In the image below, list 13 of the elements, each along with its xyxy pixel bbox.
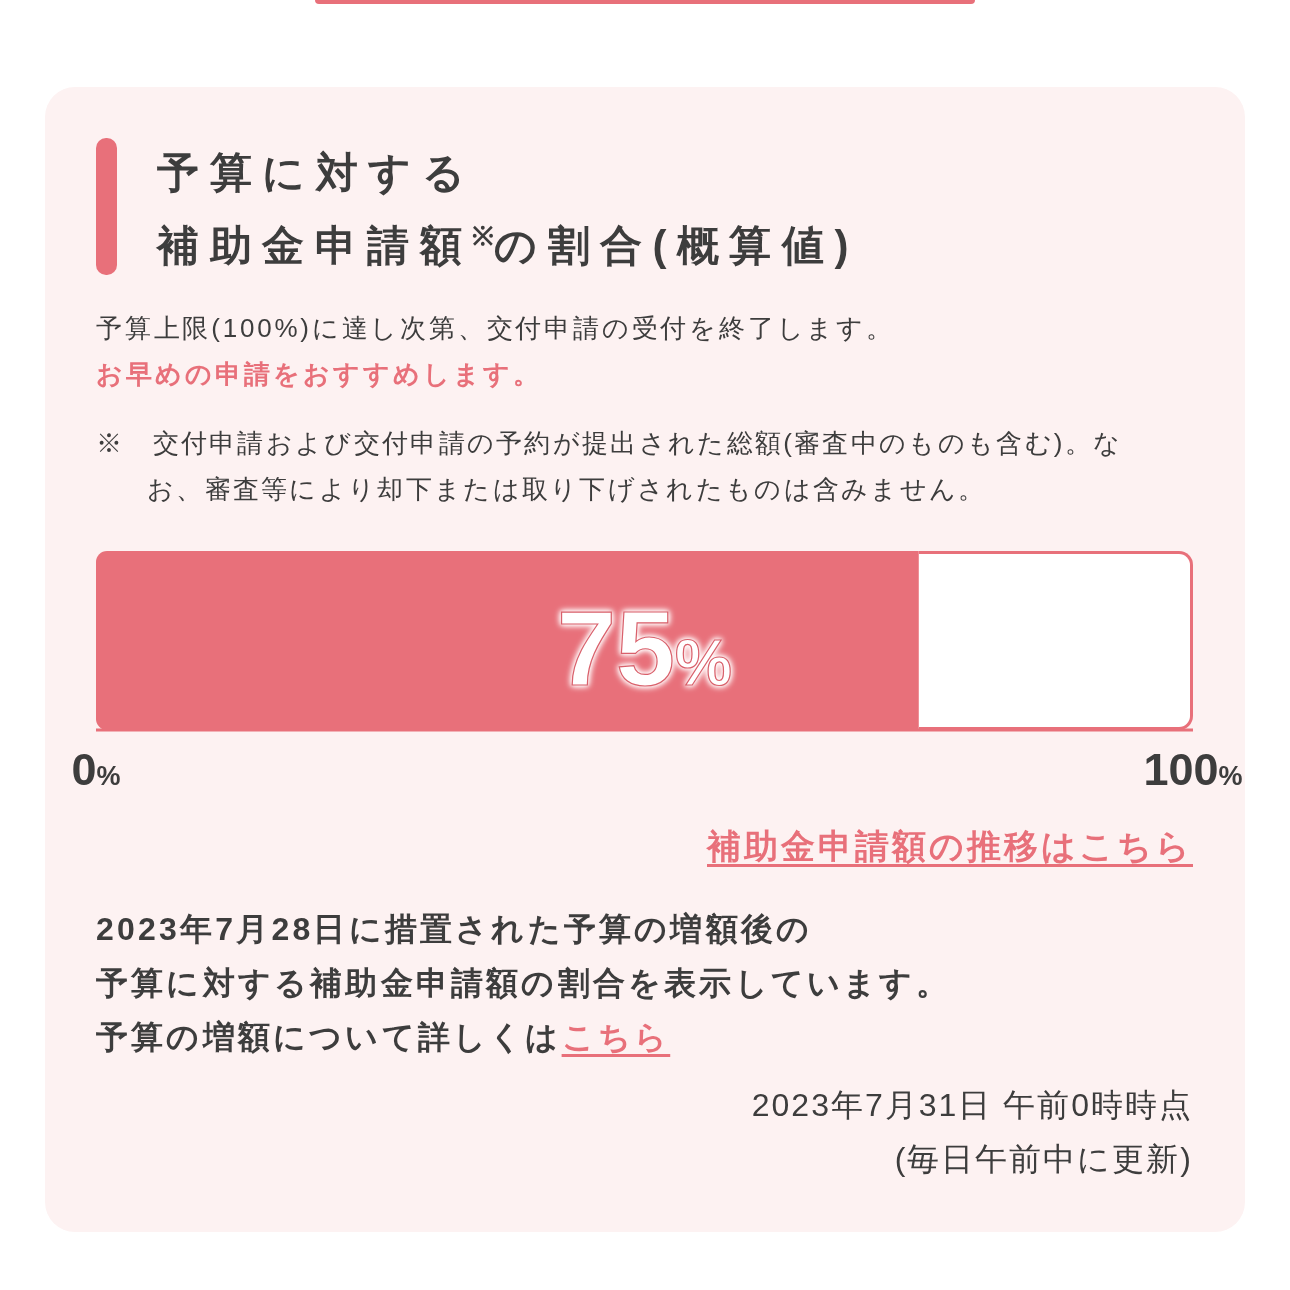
chart-subtitle: 予算上限(100%)に達し次第、交付申請の受付を終了します。 [96, 312, 896, 345]
text: 2023年7月28日に措置された予算の増額後の [96, 910, 814, 949]
text: 予算の増額について詳しくは [96, 1019, 562, 1055]
x-tick-label: 100% [1143, 744, 1243, 795]
x-tick-label: 0% [71, 744, 121, 795]
chart-title: 予算に対する補助金申請額$^{※}$の割合(概算値) [157, 149, 859, 269]
text: こちら [561, 1019, 671, 1055]
text: お早めの申請をおすすめします。 [96, 358, 543, 391]
text: 2023年7月31日 午前0時時点 (毎日午前中に更新) [751, 1086, 1193, 1179]
text: 予算に対する補助金申請額の割合を表示しています。 [96, 964, 952, 1003]
text: ※ 交付申請および交付申請の予約が提出された総額(審査中のものも含む)。なお、審査等により却下または取り下げされたものは含みません。 [96, 427, 1124, 506]
text: 補助金申請額の推移はこちら [707, 826, 1193, 867]
data-label: 75% [557, 588, 732, 707]
